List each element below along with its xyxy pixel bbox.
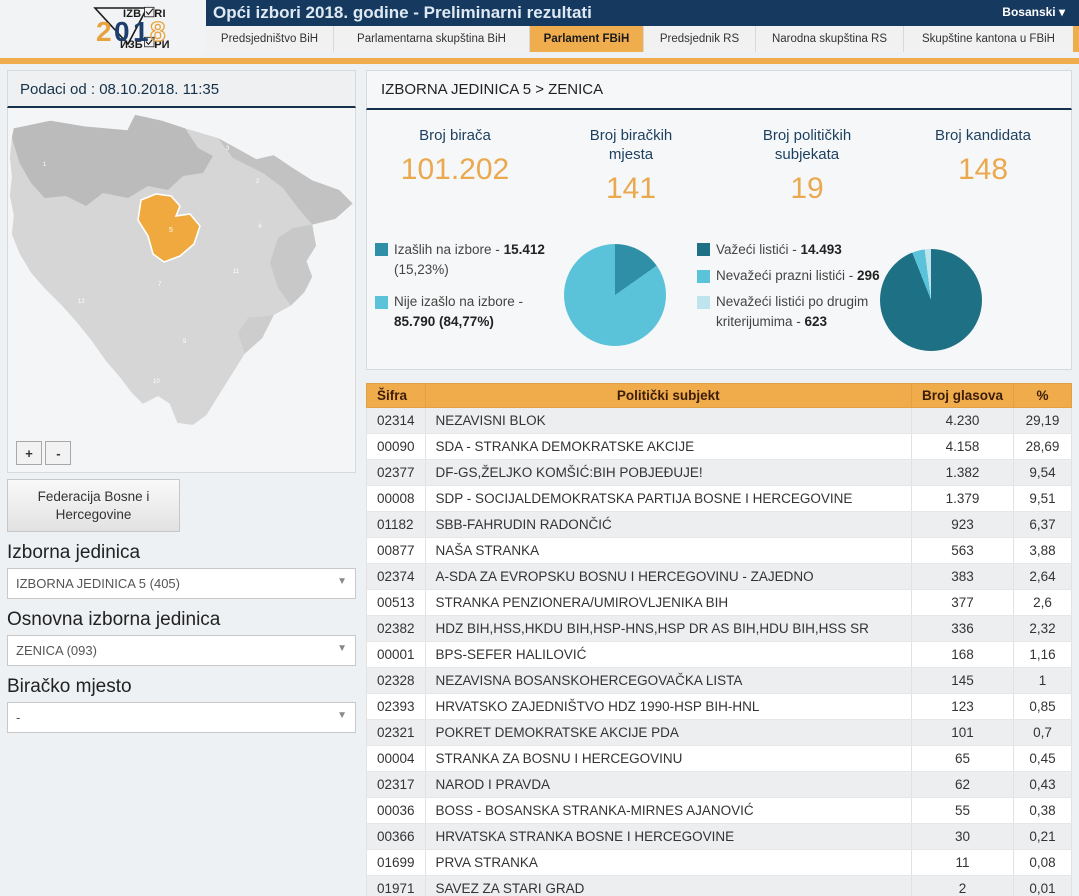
svg-text:2: 2 bbox=[96, 16, 112, 47]
svg-text:0: 0 bbox=[114, 16, 130, 47]
svg-text:1: 1 bbox=[133, 16, 149, 47]
svg-text:8: 8 bbox=[150, 16, 166, 47]
svg-text:11: 11 bbox=[233, 269, 240, 275]
svg-text:12: 12 bbox=[78, 299, 85, 305]
svg-text:10: 10 bbox=[153, 379, 160, 385]
svg-text:5: 5 bbox=[169, 227, 173, 234]
